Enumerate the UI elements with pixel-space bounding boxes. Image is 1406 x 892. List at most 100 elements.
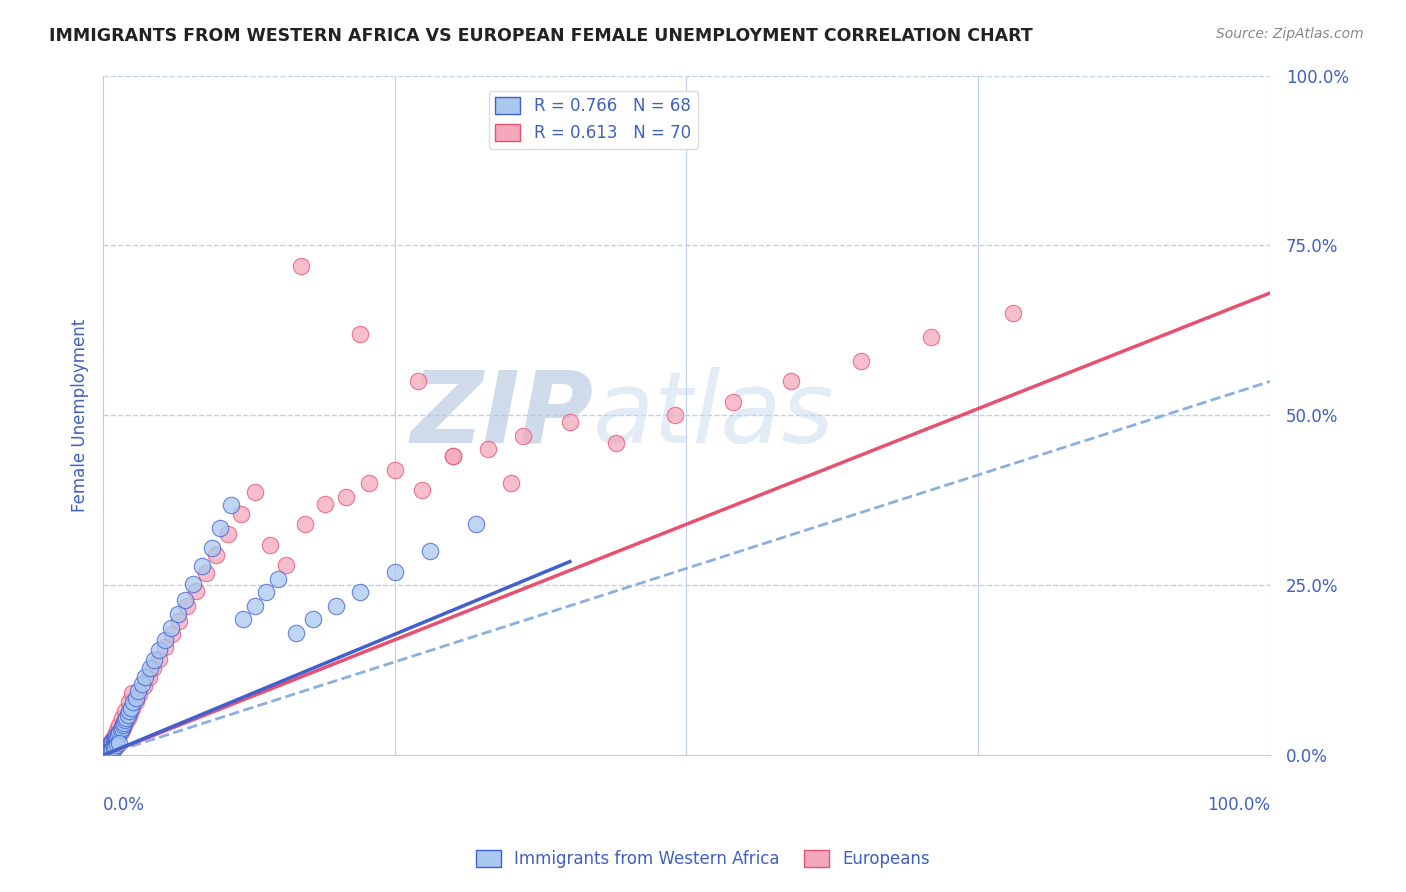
Point [256, 585, 278, 599]
Point [97, 741, 120, 756]
Point [104, 733, 127, 747]
Point [105, 731, 128, 746]
Point [98, 736, 121, 750]
Point [96, 743, 118, 757]
Point [98, 738, 121, 752]
Point [105, 731, 128, 746]
Point [194, 566, 217, 581]
Point [148, 652, 170, 666]
Point [100, 736, 122, 750]
Point [186, 583, 208, 598]
Point [107, 728, 129, 742]
Point [118, 706, 141, 721]
Point [243, 599, 266, 613]
Point [477, 442, 499, 457]
Point [110, 724, 132, 739]
Point [108, 724, 131, 739]
Point [1002, 306, 1025, 320]
Legend: Immigrants from Western Africa, Europeans: Immigrants from Western Africa, European… [470, 843, 936, 875]
Point [359, 476, 381, 491]
Point [97, 743, 120, 757]
Point [108, 718, 131, 732]
Point [205, 548, 228, 562]
Point [605, 435, 627, 450]
Point [94, 745, 117, 759]
Point [103, 733, 125, 747]
Point [103, 731, 125, 746]
Point [114, 704, 136, 718]
Point [108, 736, 131, 750]
Point [419, 544, 441, 558]
Point [97, 743, 120, 757]
Point [229, 507, 252, 521]
Point [173, 593, 195, 607]
Point [167, 614, 190, 628]
Point [267, 572, 290, 586]
Point [118, 695, 141, 709]
Point [302, 612, 325, 626]
Point [94, 745, 117, 759]
Point [97, 741, 120, 756]
Point [111, 721, 134, 735]
Point [349, 326, 371, 341]
Point [100, 736, 122, 750]
Point [101, 738, 124, 752]
Point [94, 745, 117, 759]
Point [501, 476, 523, 491]
Point [139, 661, 162, 675]
Point [294, 517, 316, 532]
Point [104, 740, 127, 755]
Point [97, 741, 120, 756]
Point [97, 738, 120, 752]
Point [104, 735, 127, 749]
Point [94, 747, 117, 761]
Point [111, 711, 134, 725]
Point [125, 694, 148, 708]
Point [100, 740, 122, 755]
Point [96, 747, 118, 761]
Point [411, 483, 433, 498]
Point [201, 541, 224, 555]
Point [105, 738, 128, 752]
Point [101, 733, 124, 747]
Point [181, 577, 204, 591]
Point [104, 728, 127, 742]
Point [117, 711, 139, 725]
Point [98, 744, 121, 758]
Y-axis label: Female Unemployment: Female Unemployment [72, 318, 89, 512]
Point [132, 679, 155, 693]
Point [314, 497, 336, 511]
Point [176, 599, 198, 613]
Point [217, 527, 239, 541]
Point [138, 670, 160, 684]
Text: ZIP: ZIP [411, 367, 593, 464]
Point [134, 670, 156, 684]
Point [284, 626, 307, 640]
Point [384, 463, 406, 477]
Point [166, 607, 188, 621]
Point [97, 746, 120, 760]
Point [128, 687, 150, 701]
Text: atlas: atlas [593, 367, 835, 464]
Point [721, 394, 744, 409]
Point [121, 700, 143, 714]
Point [349, 585, 371, 599]
Point [101, 743, 124, 757]
Point [143, 653, 166, 667]
Point [104, 729, 127, 743]
Point [512, 429, 534, 443]
Point [96, 745, 118, 759]
Point [105, 723, 128, 737]
Point [122, 695, 145, 709]
Text: Source: ZipAtlas.com: Source: ZipAtlas.com [1216, 27, 1364, 41]
Point [103, 741, 125, 756]
Point [325, 599, 347, 613]
Point [104, 731, 127, 746]
Text: 100.0%: 100.0% [1206, 797, 1270, 814]
Point [103, 736, 125, 750]
Point [153, 632, 176, 647]
Point [101, 735, 124, 749]
Point [259, 538, 281, 552]
Point [465, 517, 488, 532]
Point [221, 498, 243, 512]
